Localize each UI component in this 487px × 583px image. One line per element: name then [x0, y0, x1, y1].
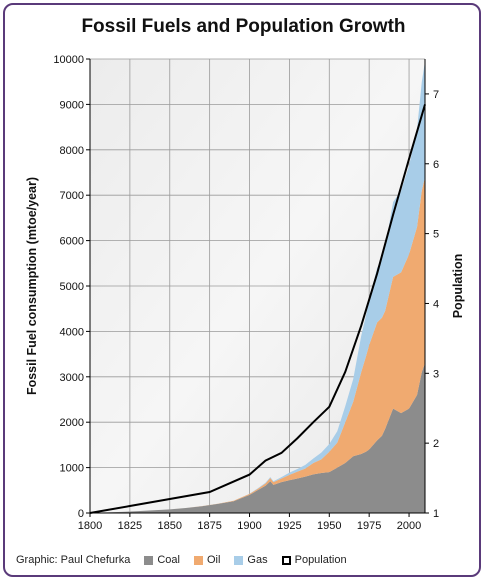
x-tick-label: 1925	[277, 520, 301, 532]
y-tick-label: 5000	[60, 281, 84, 293]
y-tick-label: 0	[78, 508, 84, 520]
y2-tick-label: 4	[433, 298, 439, 310]
y-tick-label: 2000	[60, 417, 84, 429]
legend-label-oil: Oil	[206, 554, 221, 566]
y-axis-label: Fossil Fuel consumption (mtoe/year)	[25, 177, 39, 395]
y2-tick-label: 5	[433, 229, 439, 241]
legend: Graphic: Paul Chefurka Coal Oil Gas Popu…	[16, 551, 476, 569]
legend-label-coal: Coal	[157, 554, 180, 566]
legend-label-gas: Gas	[247, 554, 268, 566]
legend-swatch-oil	[193, 555, 203, 565]
coal-area	[90, 363, 425, 513]
legend-item-coal: Coal	[144, 554, 180, 566]
legend-label-population: Population	[294, 554, 347, 566]
y-tick-label: 1000	[60, 463, 84, 475]
y-tick-label: 3000	[60, 372, 84, 384]
y2-tick-label: 2	[433, 438, 439, 450]
y-tick-label: 9000	[60, 99, 84, 111]
legend-swatch-population	[281, 555, 291, 565]
x-tick-label: 1900	[237, 520, 261, 532]
x-tick-label: 1850	[158, 520, 182, 532]
legend-item-population: Population	[281, 554, 347, 566]
x-tick-label: 1950	[317, 520, 341, 532]
y2-axis-label: Population	[451, 254, 465, 319]
y2-tick-label: 3	[433, 368, 439, 380]
chart-title: Fossil Fuels and Population Growth	[81, 16, 406, 37]
y2-tick-label: 1	[433, 508, 439, 520]
x-tick-label: 1975	[357, 520, 381, 532]
y-tick-label: 6000	[60, 236, 84, 248]
y-tick-label: 7000	[60, 190, 84, 202]
x-tick-label: 1875	[197, 520, 221, 532]
legend-swatch-coal	[144, 555, 154, 565]
x-tick-label: 2000	[397, 520, 421, 532]
y-tick-label: 8000	[60, 145, 84, 157]
y-tick-label: 10000	[53, 54, 84, 66]
population-line	[89, 104, 426, 514]
x-tick-label: 1825	[118, 520, 142, 532]
legend-item-oil: Oil	[193, 554, 221, 566]
y2-tick-label: 6	[433, 159, 439, 171]
y-tick-label: 4000	[60, 326, 84, 338]
legend-item-gas: Gas	[234, 554, 268, 566]
y2-tick-label: 7	[433, 89, 439, 101]
credit-text: Graphic: Paul Chefurka	[16, 554, 131, 566]
legend-swatch-gas	[234, 555, 244, 565]
x-tick-label: 1800	[78, 520, 102, 532]
